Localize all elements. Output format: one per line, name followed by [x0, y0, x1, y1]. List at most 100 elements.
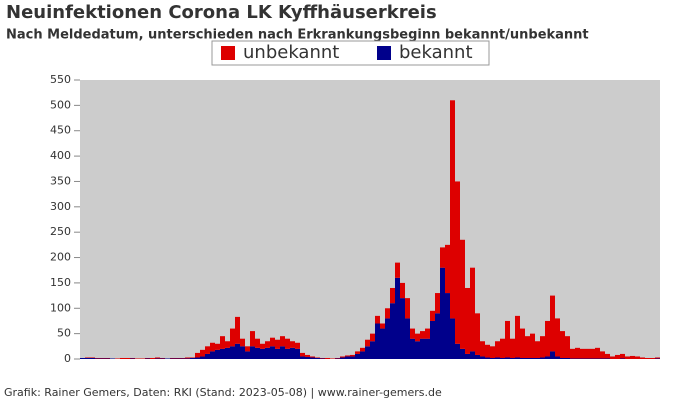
bar	[470, 267, 475, 352]
bar	[285, 338, 290, 349]
bar	[395, 262, 400, 278]
y-tick-label: 100	[50, 301, 71, 314]
bar	[455, 181, 460, 344]
bar	[490, 357, 495, 359]
bar	[300, 356, 305, 359]
bar	[625, 356, 630, 359]
bar	[95, 358, 100, 359]
bar	[125, 357, 130, 359]
bar	[305, 356, 310, 359]
bar	[550, 351, 555, 359]
bar	[85, 357, 90, 358]
bar	[340, 357, 345, 359]
bar	[255, 338, 260, 348]
bar	[525, 336, 530, 358]
bar	[220, 336, 225, 349]
bar	[380, 328, 385, 359]
bar	[460, 239, 465, 349]
bar	[540, 336, 545, 358]
bar	[155, 357, 160, 359]
bar	[190, 357, 195, 359]
legend-label: unbekannt	[243, 42, 339, 63]
bar	[335, 357, 340, 359]
bar	[90, 357, 95, 359]
bar	[435, 313, 440, 359]
bar	[210, 342, 215, 352]
bar	[570, 358, 575, 359]
bar	[425, 328, 430, 339]
bar	[480, 341, 485, 357]
bar	[440, 267, 445, 359]
bar	[530, 333, 535, 358]
legend-box	[211, 40, 490, 66]
bar	[305, 354, 310, 357]
bar	[250, 346, 255, 359]
bar	[490, 346, 495, 358]
bar	[215, 349, 220, 359]
bar	[185, 358, 190, 359]
y-tick-label: 300	[50, 200, 71, 213]
bar	[410, 328, 415, 339]
bar	[385, 318, 390, 359]
bar	[640, 357, 645, 359]
bar	[280, 346, 285, 359]
bar	[200, 349, 205, 357]
bar	[505, 357, 510, 359]
bar	[430, 320, 435, 359]
bar	[180, 358, 185, 359]
bar	[540, 357, 545, 359]
bar	[575, 347, 580, 359]
y-tick-label: 150	[50, 276, 71, 289]
bar	[410, 338, 415, 359]
bar	[455, 343, 460, 359]
bar	[475, 313, 480, 355]
bar	[655, 357, 660, 359]
bar	[355, 351, 360, 354]
bar	[205, 353, 210, 359]
bar	[90, 357, 95, 358]
bar	[570, 348, 575, 359]
bar	[615, 354, 620, 359]
bar	[590, 358, 595, 359]
bar	[325, 357, 330, 359]
bar	[465, 287, 470, 354]
bar	[240, 338, 245, 347]
bar	[510, 357, 515, 359]
bar	[630, 355, 635, 359]
bar	[335, 358, 340, 359]
bar	[150, 357, 155, 359]
bar	[365, 339, 370, 347]
bar	[320, 358, 325, 359]
bar	[160, 357, 165, 359]
bar	[250, 331, 255, 347]
bar	[390, 303, 395, 359]
bar	[530, 357, 535, 359]
bar	[265, 347, 270, 359]
bar	[180, 357, 185, 359]
bar	[390, 287, 395, 304]
bar	[230, 328, 235, 347]
plot-area	[80, 80, 660, 359]
bar	[205, 346, 210, 354]
bar	[130, 358, 135, 359]
bar	[375, 315, 380, 324]
bar	[520, 328, 525, 358]
bar	[440, 247, 445, 268]
bar	[245, 351, 250, 359]
bar	[420, 331, 425, 339]
bar	[260, 343, 265, 349]
bar	[365, 346, 370, 359]
y-tick-label: 250	[50, 225, 71, 238]
bar	[590, 348, 595, 359]
bar	[270, 346, 275, 359]
bar	[560, 357, 565, 359]
bar	[610, 356, 615, 359]
bar	[495, 357, 500, 359]
bar	[400, 282, 405, 299]
bar	[120, 357, 125, 359]
bar	[190, 357, 195, 358]
bar	[535, 357, 540, 359]
bar	[315, 357, 320, 359]
bar	[535, 341, 540, 358]
bar	[480, 356, 485, 359]
